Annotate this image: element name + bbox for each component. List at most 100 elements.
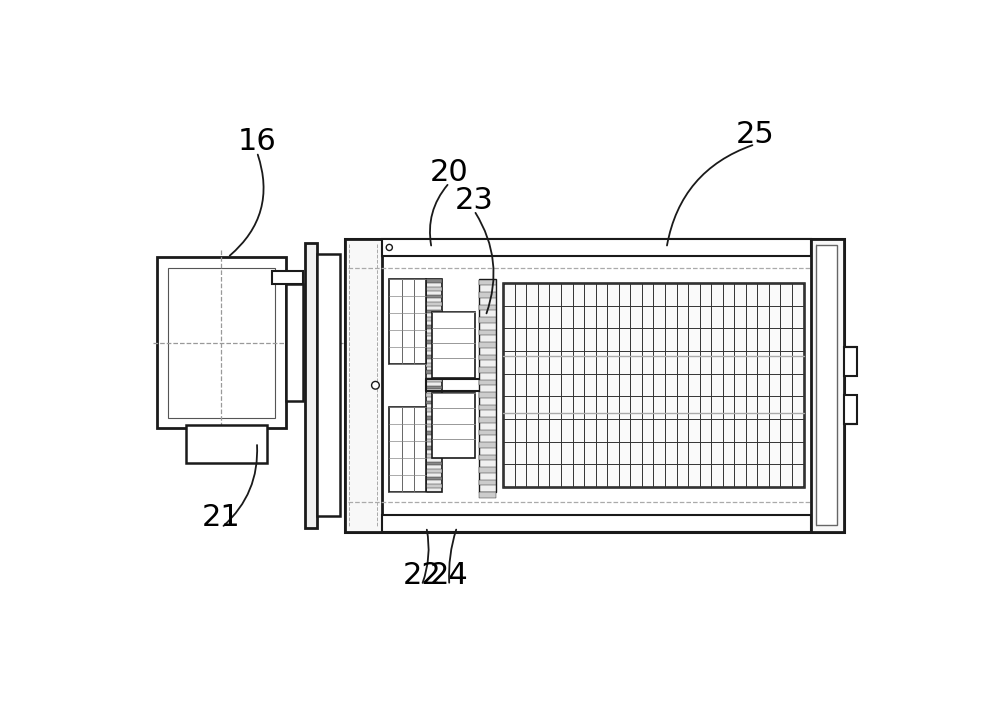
Bar	[479, 430, 496, 435]
Bar	[479, 317, 496, 323]
Bar	[550, 479, 560, 487]
Bar	[479, 404, 496, 410]
Bar	[573, 420, 583, 428]
Bar	[527, 283, 537, 291]
Bar	[643, 329, 653, 337]
Bar	[620, 306, 630, 314]
Bar	[550, 443, 560, 451]
Bar	[516, 479, 526, 487]
Bar	[643, 410, 653, 418]
Bar	[550, 456, 560, 464]
Bar	[735, 410, 745, 418]
Bar	[426, 439, 442, 443]
Bar	[479, 279, 496, 492]
Bar	[504, 456, 514, 464]
Bar	[562, 433, 572, 441]
Bar	[666, 420, 676, 428]
Bar	[700, 283, 710, 291]
Bar	[793, 388, 803, 396]
Bar	[516, 352, 526, 360]
Bar	[758, 465, 768, 473]
Bar	[758, 433, 768, 441]
Bar	[654, 374, 664, 382]
Bar	[643, 420, 653, 428]
Bar	[770, 297, 780, 305]
Bar	[735, 420, 745, 428]
Bar	[426, 363, 442, 366]
Bar	[700, 306, 710, 314]
Bar	[631, 433, 641, 441]
Bar	[631, 479, 641, 487]
Bar	[550, 283, 560, 291]
Bar	[712, 456, 722, 464]
Bar	[608, 283, 618, 291]
Bar	[770, 443, 780, 451]
Bar	[596, 443, 606, 451]
Bar	[643, 388, 653, 396]
Bar	[747, 320, 757, 328]
Bar	[620, 433, 630, 441]
Bar	[573, 374, 583, 382]
Bar	[585, 410, 595, 418]
Bar	[539, 329, 549, 337]
Bar	[585, 443, 595, 451]
Bar	[631, 342, 641, 350]
Bar	[712, 443, 722, 451]
Bar	[516, 374, 526, 382]
Bar	[689, 443, 699, 451]
Bar	[516, 443, 526, 451]
Bar	[712, 374, 722, 382]
Bar	[758, 443, 768, 451]
Bar	[596, 283, 606, 291]
Bar	[596, 320, 606, 328]
Bar	[562, 366, 572, 373]
Bar	[539, 397, 549, 405]
Bar	[539, 388, 549, 396]
Bar	[631, 352, 641, 360]
Bar	[596, 479, 606, 487]
Bar	[723, 465, 733, 473]
Bar	[747, 456, 757, 464]
Bar	[504, 465, 514, 473]
Bar	[654, 420, 664, 428]
Bar	[550, 306, 560, 314]
Bar	[516, 329, 526, 337]
Bar	[585, 366, 595, 373]
Bar	[723, 410, 733, 418]
Bar	[426, 401, 442, 404]
Bar	[631, 283, 641, 291]
Bar	[700, 397, 710, 405]
Bar	[735, 342, 745, 350]
Bar	[527, 306, 537, 314]
Bar	[666, 329, 676, 337]
Text: 21: 21	[202, 503, 241, 532]
Bar	[620, 443, 630, 451]
Bar	[432, 312, 475, 378]
Bar	[735, 352, 745, 360]
Bar	[700, 433, 710, 441]
Bar	[479, 280, 496, 286]
Bar	[504, 388, 514, 396]
Bar	[770, 283, 780, 291]
Bar	[562, 397, 572, 405]
Bar	[689, 410, 699, 418]
Bar	[585, 342, 595, 350]
Bar	[677, 456, 687, 464]
Bar	[747, 420, 757, 428]
Bar	[539, 297, 549, 305]
Bar	[781, 479, 791, 487]
Bar	[781, 329, 791, 337]
Bar	[562, 410, 572, 418]
Bar	[527, 456, 537, 464]
Bar	[426, 310, 442, 314]
Bar	[539, 283, 549, 291]
Bar	[596, 366, 606, 373]
Bar	[770, 366, 780, 373]
Bar	[426, 461, 442, 465]
Bar	[747, 366, 757, 373]
Bar	[770, 420, 780, 428]
Bar	[527, 479, 537, 487]
Bar	[426, 378, 442, 381]
Bar	[770, 388, 780, 396]
Bar	[479, 342, 496, 348]
